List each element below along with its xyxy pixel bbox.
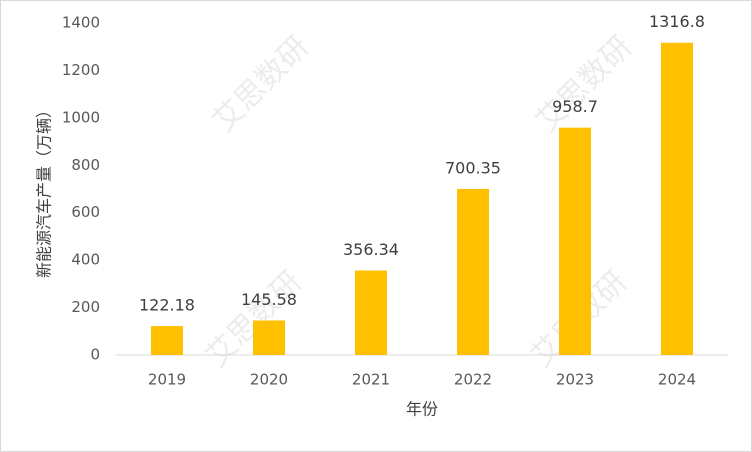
y-tick-label: 1000 <box>62 108 100 126</box>
x-tick-label: 2019 <box>148 371 186 389</box>
x-tick-label: 2022 <box>454 371 492 389</box>
data-label: 356.34 <box>343 240 399 259</box>
data-label: 1316.8 <box>649 12 705 31</box>
x-tick-label: 2020 <box>250 371 288 389</box>
data-label: 700.35 <box>445 158 501 177</box>
y-tick-label: 200 <box>71 298 100 316</box>
data-label: 958.7 <box>552 97 598 116</box>
bar <box>355 270 387 355</box>
y-tick-label: 1200 <box>62 61 100 79</box>
bar <box>559 127 591 355</box>
bar <box>661 42 693 355</box>
x-axis-label: 年份 <box>406 400 438 419</box>
x-tick-label: 2023 <box>556 371 594 389</box>
data-label: 145.58 <box>241 290 297 309</box>
bar <box>253 320 285 355</box>
data-label: 122.18 <box>139 296 195 315</box>
x-tick-label: 2024 <box>658 371 696 389</box>
y-tick-label: 1400 <box>62 14 100 32</box>
bar <box>151 326 183 355</box>
y-tick-label: 0 <box>90 346 100 364</box>
y-axis-label: 新能源汽车产量（万辆） <box>35 102 54 278</box>
bar <box>457 188 489 355</box>
y-tick-label: 400 <box>71 251 100 269</box>
y-tick-label: 600 <box>71 203 100 221</box>
x-tick-label: 2021 <box>352 371 390 389</box>
y-tick-label: 800 <box>71 156 100 174</box>
